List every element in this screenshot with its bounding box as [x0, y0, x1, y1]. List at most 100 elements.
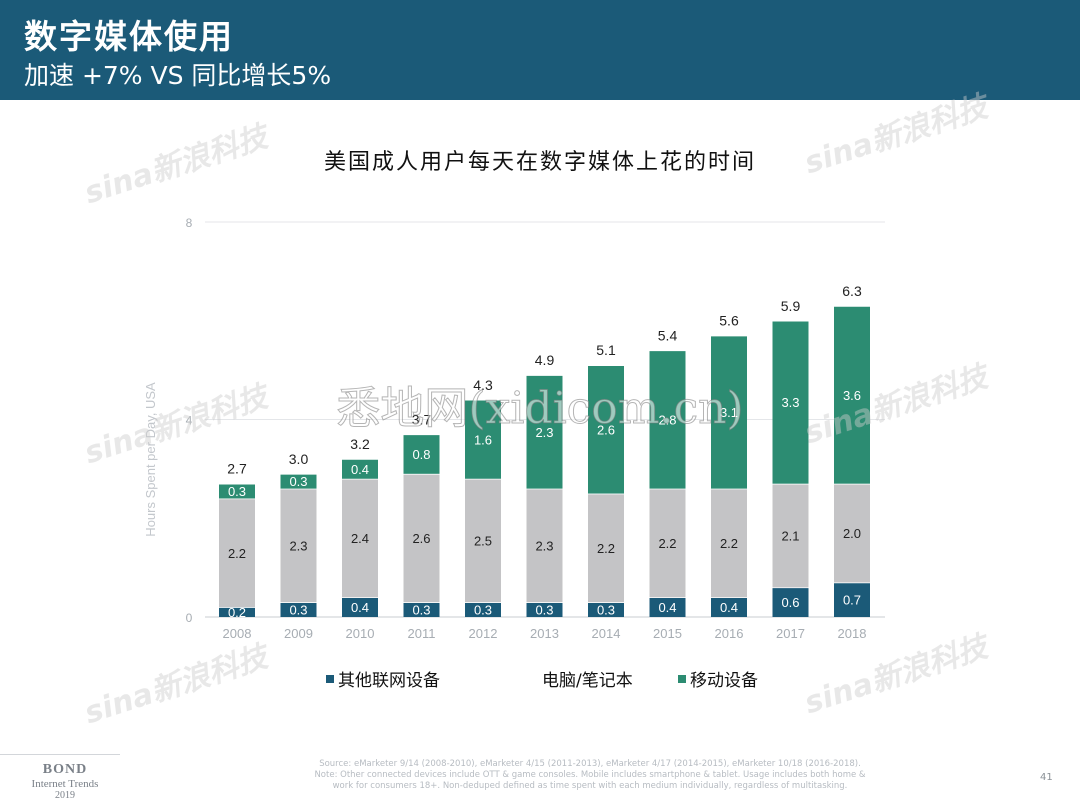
note-line: Note: Other connected devices include OT…: [314, 770, 866, 780]
bar-segment: [219, 498, 255, 608]
x-tick-label: 2016: [715, 626, 744, 641]
x-tick-label: 2011: [408, 626, 436, 641]
legend-item-other-devices: 其他联网设备: [326, 666, 440, 691]
bar-total-label: 4.3: [473, 377, 493, 393]
y-tick-label: 0: [186, 611, 193, 625]
bar-value-label: 0.3: [412, 603, 430, 618]
bar-value-label: 3.3: [781, 395, 799, 410]
bar-value-label: 0.3: [289, 474, 307, 489]
bar-segment: [280, 473, 317, 489]
footer-divider: [0, 754, 120, 755]
bar-total-label: 4.9: [535, 352, 555, 368]
bar-segment: [649, 350, 686, 489]
bar-total-label: 6.3: [842, 283, 862, 299]
bar-segment: [772, 587, 809, 617]
bar-value-label: 2.1: [781, 529, 799, 544]
bar-total-label: 3.2: [350, 436, 370, 452]
bar-segment: [219, 607, 255, 617]
bar-segment: [465, 399, 501, 479]
brand-subtitle: Internet Trends: [31, 778, 99, 790]
bar-segment: [772, 320, 809, 484]
note-line: work for consumers 18+. Non-deduped defi…: [332, 781, 848, 791]
bar-total-label: 2.7: [227, 461, 247, 477]
bar-value-label: 2.3: [535, 538, 553, 553]
source-line: Source: eMarketer 9/14 (2008-2010), eMar…: [319, 759, 861, 769]
y-axis-label: Hours Spent per Day, USA: [143, 382, 158, 537]
bar-value-label: 0.6: [781, 595, 799, 610]
legend-label-other-devices: 其他联网设备: [338, 671, 440, 691]
bar-total-label: 5.9: [781, 298, 801, 314]
bar-value-label: 2.2: [658, 536, 676, 551]
bar-value-label: 0.8: [412, 447, 430, 462]
bar-value-label: 0.3: [535, 603, 553, 618]
legend-item-computer: 电脑/笔记本: [542, 666, 633, 691]
brand-year: 2019: [55, 790, 75, 801]
bar-segment: [834, 582, 870, 617]
header-bar: 数字媒体使用 加速 +7% VS 同比增长5%: [0, 0, 1080, 100]
bar-value-label: 2.0: [843, 526, 861, 541]
bar-segment: [649, 488, 686, 598]
bar-segment: [526, 488, 563, 603]
bar-segment: [834, 305, 870, 484]
bar-value-label: 0.4: [720, 600, 738, 615]
bar-value-label: 0.4: [351, 600, 369, 615]
bar-segment: [649, 597, 686, 617]
bar-value-label: 2.3: [289, 538, 307, 553]
bar-value-label: 2.6: [412, 531, 430, 546]
x-tick-label: 2014: [592, 626, 621, 641]
bar-segment: [711, 335, 747, 489]
x-tick-label: 2012: [469, 626, 498, 641]
bar-segment: [526, 375, 563, 489]
bar-segment: [588, 365, 624, 494]
page-number: 41: [1040, 772, 1053, 783]
bar-total-label: 3.7: [412, 411, 432, 427]
bar-value-label: 2.2: [597, 541, 615, 556]
source-note: Source: eMarketer 9/14 (2008-2010), eMar…: [240, 759, 940, 792]
x-tick-label: 2015: [653, 626, 682, 641]
bar-segment: [711, 597, 747, 617]
bar-value-label: 2.8: [658, 413, 676, 428]
x-tick-label: 2017: [776, 626, 805, 641]
x-tick-label: 2013: [530, 626, 559, 641]
bar-value-label: 2.2: [720, 536, 738, 551]
x-tick-label: 2009: [284, 626, 313, 641]
bar-total-label: 5.6: [719, 313, 739, 329]
bar-value-label: 3.1: [720, 405, 738, 420]
bar-value-label: 0.3: [289, 603, 307, 618]
bar-total-label: 5.1: [596, 342, 616, 358]
legend-swatch-other-devices: [326, 675, 334, 683]
bar-segment: [342, 459, 378, 479]
legend-label-computer: 电脑/笔记本: [542, 671, 633, 691]
bar-segment: [342, 597, 378, 617]
bar-total-label: 5.4: [658, 327, 678, 343]
bar-value-label: 1.6: [474, 432, 492, 447]
y-tick-label: 4: [186, 414, 193, 428]
bar-segment: [772, 483, 809, 588]
bar-value-label: 0.3: [597, 603, 615, 618]
bar-segment: [403, 473, 440, 603]
bar-segment: [342, 478, 378, 598]
bar-segment: [280, 602, 317, 617]
x-tick-label: 2010: [346, 626, 375, 641]
bar-value-label: 0.7: [843, 593, 861, 608]
bar-segment: [711, 488, 747, 598]
bar-value-label: 0.3: [474, 603, 492, 618]
bar-segment: [403, 434, 440, 474]
bar-value-label: 0.4: [351, 462, 369, 477]
bar-segment: [465, 478, 501, 603]
legend-label-mobile: 移动设备: [690, 671, 758, 691]
bar-value-label: 2.3: [535, 425, 553, 440]
bar-segment: [465, 602, 501, 617]
bar-segment: [834, 483, 870, 583]
bar-segment: [280, 488, 317, 603]
bar-value-label: 0.3: [228, 484, 246, 499]
brand-name: BOND: [42, 762, 88, 777]
bar-value-label: 0.2: [228, 605, 246, 620]
x-tick-label: 2008: [223, 626, 252, 641]
bar-segment: [219, 483, 255, 499]
bar-value-label: 2.4: [351, 531, 369, 546]
x-tick-label: 2018: [838, 626, 867, 641]
bar-segment: [588, 493, 624, 603]
bar-value-label: 2.2: [228, 546, 246, 561]
